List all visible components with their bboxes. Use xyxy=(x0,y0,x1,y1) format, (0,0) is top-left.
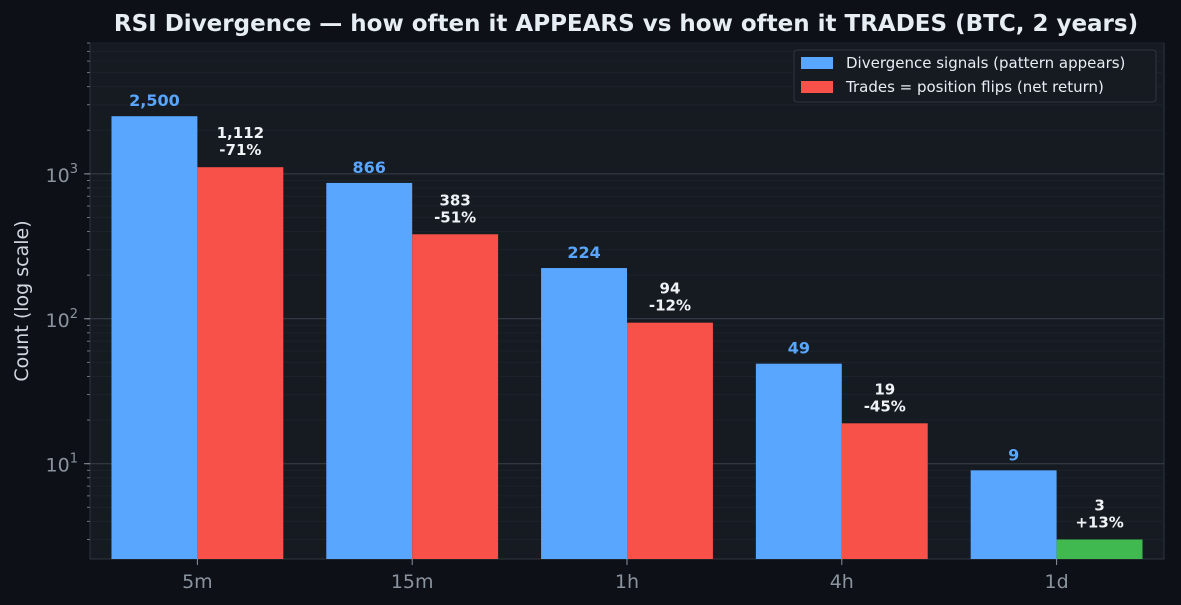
x-tick-label: 5m xyxy=(182,571,213,593)
bar-trades-4h xyxy=(841,423,928,559)
bar-label-net-return: -45% xyxy=(864,397,906,415)
y-tick-label: 101 xyxy=(46,452,78,477)
bar-label-trades: 1,112 xyxy=(217,124,264,142)
legend-swatch-trades xyxy=(801,81,833,93)
bar-trades-15m xyxy=(412,234,499,559)
bar-label-signals: 224 xyxy=(567,243,600,262)
bar-label-net-return: -12% xyxy=(649,297,691,315)
legend: Divergence signals (pattern appears) Tra… xyxy=(793,49,1157,103)
y-tick-label: 103 xyxy=(46,162,78,187)
x-tick-label: 1h xyxy=(615,571,639,593)
bar-signals-15m xyxy=(326,182,413,559)
legend-entry-signals: Divergence signals (pattern appears) xyxy=(846,54,1125,72)
minor-ticks xyxy=(87,42,90,540)
x-axis-ticks: 5m 15m 1h 4h 1d xyxy=(182,559,1069,593)
y-axis-ticks: 101 102 103 xyxy=(46,162,90,477)
legend-box xyxy=(793,49,1157,103)
bar-trades-1h xyxy=(627,322,713,559)
x-tick-label: 15m xyxy=(391,571,434,593)
y-tick-label: 102 xyxy=(46,307,78,332)
bar-label-trades: 3 xyxy=(1094,496,1104,514)
bar-label-signals: 2,500 xyxy=(129,91,180,110)
y-axis-label: Count (log scale) xyxy=(11,220,33,381)
bar-label-signals: 9 xyxy=(1008,445,1019,464)
chart-title: RSI Divergence — how often it APPEARS vs… xyxy=(114,11,1138,37)
bar-label-trades: 94 xyxy=(660,280,681,298)
bars xyxy=(111,116,1143,559)
bar-label-trades: 19 xyxy=(874,380,895,398)
legend-swatch-signals xyxy=(801,57,833,69)
x-tick-label: 4h xyxy=(830,571,854,593)
bar-label-net-return: +13% xyxy=(1075,513,1123,531)
x-tick-label: 1d xyxy=(1045,571,1069,593)
bar-label-net-return: -71% xyxy=(219,141,261,159)
bar-signals-1h xyxy=(541,268,627,559)
bar-signals-5m xyxy=(111,116,198,559)
bar-labels: 2,500 1,112-71% 866 383-51% 224 94-12% 49 19-45… xyxy=(129,91,1124,531)
bar-signals-4h xyxy=(755,363,842,559)
bar-label-net-return: -51% xyxy=(434,208,476,226)
bar-signals-1d xyxy=(970,470,1057,559)
bar-trades-5m xyxy=(197,167,284,559)
bar-trades-1d xyxy=(1056,539,1143,559)
legend-entry-trades: Trades = position flips (net return) xyxy=(845,78,1104,96)
bar-label-signals: 49 xyxy=(788,339,810,358)
bar-label-trades: 383 xyxy=(440,191,471,209)
bar-label-signals: 866 xyxy=(353,158,386,177)
